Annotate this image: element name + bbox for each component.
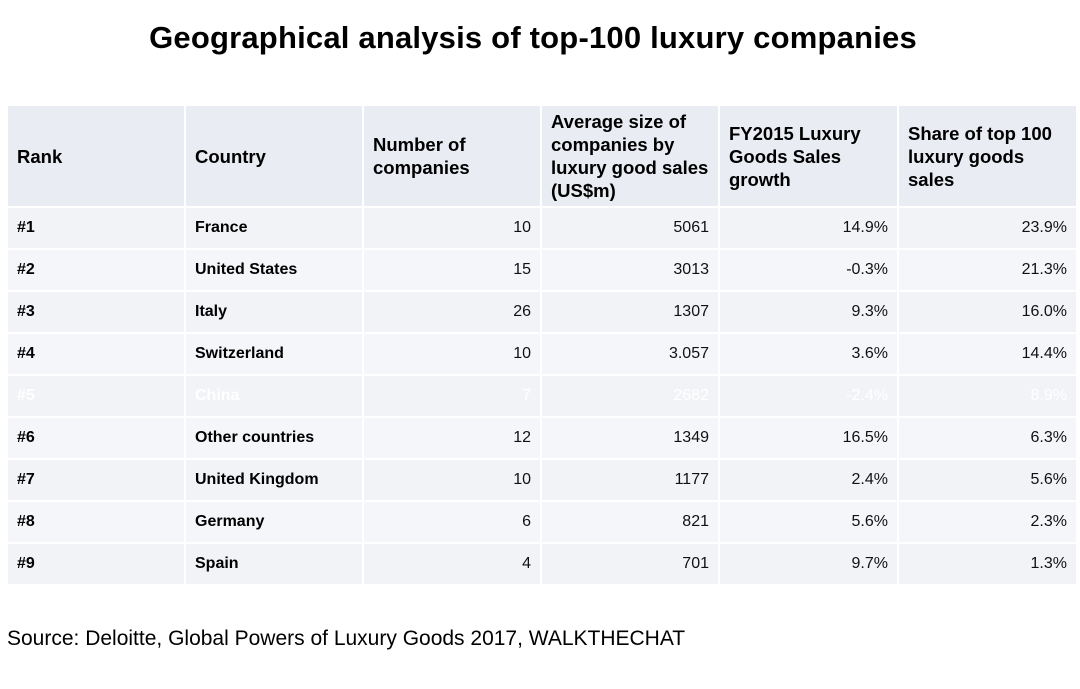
table-row: #3 Italy 26 1307 9.3% 16.0% <box>6 290 1078 334</box>
cell-growth: 5.6% <box>718 500 899 544</box>
header-share: Share of top 100 luxury goods sales <box>897 104 1078 208</box>
header-rank: Rank <box>6 104 186 208</box>
cell-growth: 3.6% <box>718 332 899 376</box>
cell-companies: 15 <box>362 248 542 292</box>
cell-companies: 6 <box>362 500 542 544</box>
cell-growth: 9.7% <box>718 542 899 586</box>
cell-rank: #8 <box>6 500 186 544</box>
source-caption: Source: Deloitte, Global Powers of Luxur… <box>7 627 686 650</box>
cell-avg-size: 3.057 <box>540 332 720 376</box>
cell-companies: 10 <box>362 458 542 502</box>
cell-share: 21.3% <box>897 248 1078 292</box>
header-sales-growth: FY2015 Luxury Goods Sales growth <box>718 104 899 208</box>
cell-country: China <box>184 374 364 418</box>
cell-companies: 10 <box>362 332 542 376</box>
table-row: #1 France 10 5061 14.9% 23.9% <box>6 206 1078 250</box>
cell-companies: 7 <box>362 374 542 418</box>
cell-country: Switzerland <box>184 332 364 376</box>
cell-country: Other countries <box>184 416 364 460</box>
header-country: Country <box>184 104 364 208</box>
luxury-companies-table: Rank Country Number of companies Average… <box>6 104 1078 586</box>
cell-rank: #1 <box>6 206 186 250</box>
cell-rank: #2 <box>6 248 186 292</box>
cell-share: 16.0% <box>897 290 1078 334</box>
cell-share: 6.3% <box>897 416 1078 460</box>
header-number-of-companies: Number of companies <box>362 104 542 208</box>
cell-share: 5.6% <box>897 458 1078 502</box>
cell-avg-size: 1177 <box>540 458 720 502</box>
cell-country: Spain <box>184 542 364 586</box>
cell-rank: #5 <box>6 374 186 418</box>
cell-country: France <box>184 206 364 250</box>
cell-country: Italy <box>184 290 364 334</box>
cell-avg-size: 701 <box>540 542 720 586</box>
cell-rank: #9 <box>6 542 186 586</box>
cell-avg-size: 1349 <box>540 416 720 460</box>
cell-share: 1.3% <box>897 542 1078 586</box>
cell-growth: 2.4% <box>718 458 899 502</box>
cell-avg-size: 2682 <box>540 374 720 418</box>
table-row: #6 Other countries 12 1349 16.5% 6.3% <box>6 416 1078 460</box>
cell-companies: 12 <box>362 416 542 460</box>
table-row: #8 Germany 6 821 5.6% 2.3% <box>6 500 1078 544</box>
page-title: Geographical analysis of top-100 luxury … <box>149 20 917 55</box>
header-average-size: Average size of companies by luxury good… <box>540 104 720 208</box>
cell-rank: #4 <box>6 332 186 376</box>
cell-growth: 14.9% <box>718 206 899 250</box>
table-row-highlighted: #5 China 7 2682 -2.4% 8.9% <box>6 374 1078 418</box>
cell-share: 8.9% <box>897 374 1078 418</box>
table-header-row: Rank Country Number of companies Average… <box>6 104 1078 208</box>
cell-rank: #7 <box>6 458 186 502</box>
cell-companies: 4 <box>362 542 542 586</box>
cell-share: 2.3% <box>897 500 1078 544</box>
cell-country: United Kingdom <box>184 458 364 502</box>
cell-avg-size: 1307 <box>540 290 720 334</box>
cell-share: 23.9% <box>897 206 1078 250</box>
cell-growth: 9.3% <box>718 290 899 334</box>
table-row: #9 Spain 4 701 9.7% 1.3% <box>6 542 1078 586</box>
cell-rank: #3 <box>6 290 186 334</box>
cell-growth: -0.3% <box>718 248 899 292</box>
cell-companies: 10 <box>362 206 542 250</box>
cell-growth: -2.4% <box>718 374 899 418</box>
cell-companies: 26 <box>362 290 542 334</box>
cell-avg-size: 821 <box>540 500 720 544</box>
cell-share: 14.4% <box>897 332 1078 376</box>
cell-avg-size: 5061 <box>540 206 720 250</box>
cell-country: United States <box>184 248 364 292</box>
table-row: #4 Switzerland 10 3.057 3.6% 14.4% <box>6 332 1078 376</box>
cell-country: Germany <box>184 500 364 544</box>
cell-rank: #6 <box>6 416 186 460</box>
cell-growth: 16.5% <box>718 416 899 460</box>
table-row: #7 United Kingdom 10 1177 2.4% 5.6% <box>6 458 1078 502</box>
table-row: #2 United States 15 3013 -0.3% 21.3% <box>6 248 1078 292</box>
cell-avg-size: 3013 <box>540 248 720 292</box>
